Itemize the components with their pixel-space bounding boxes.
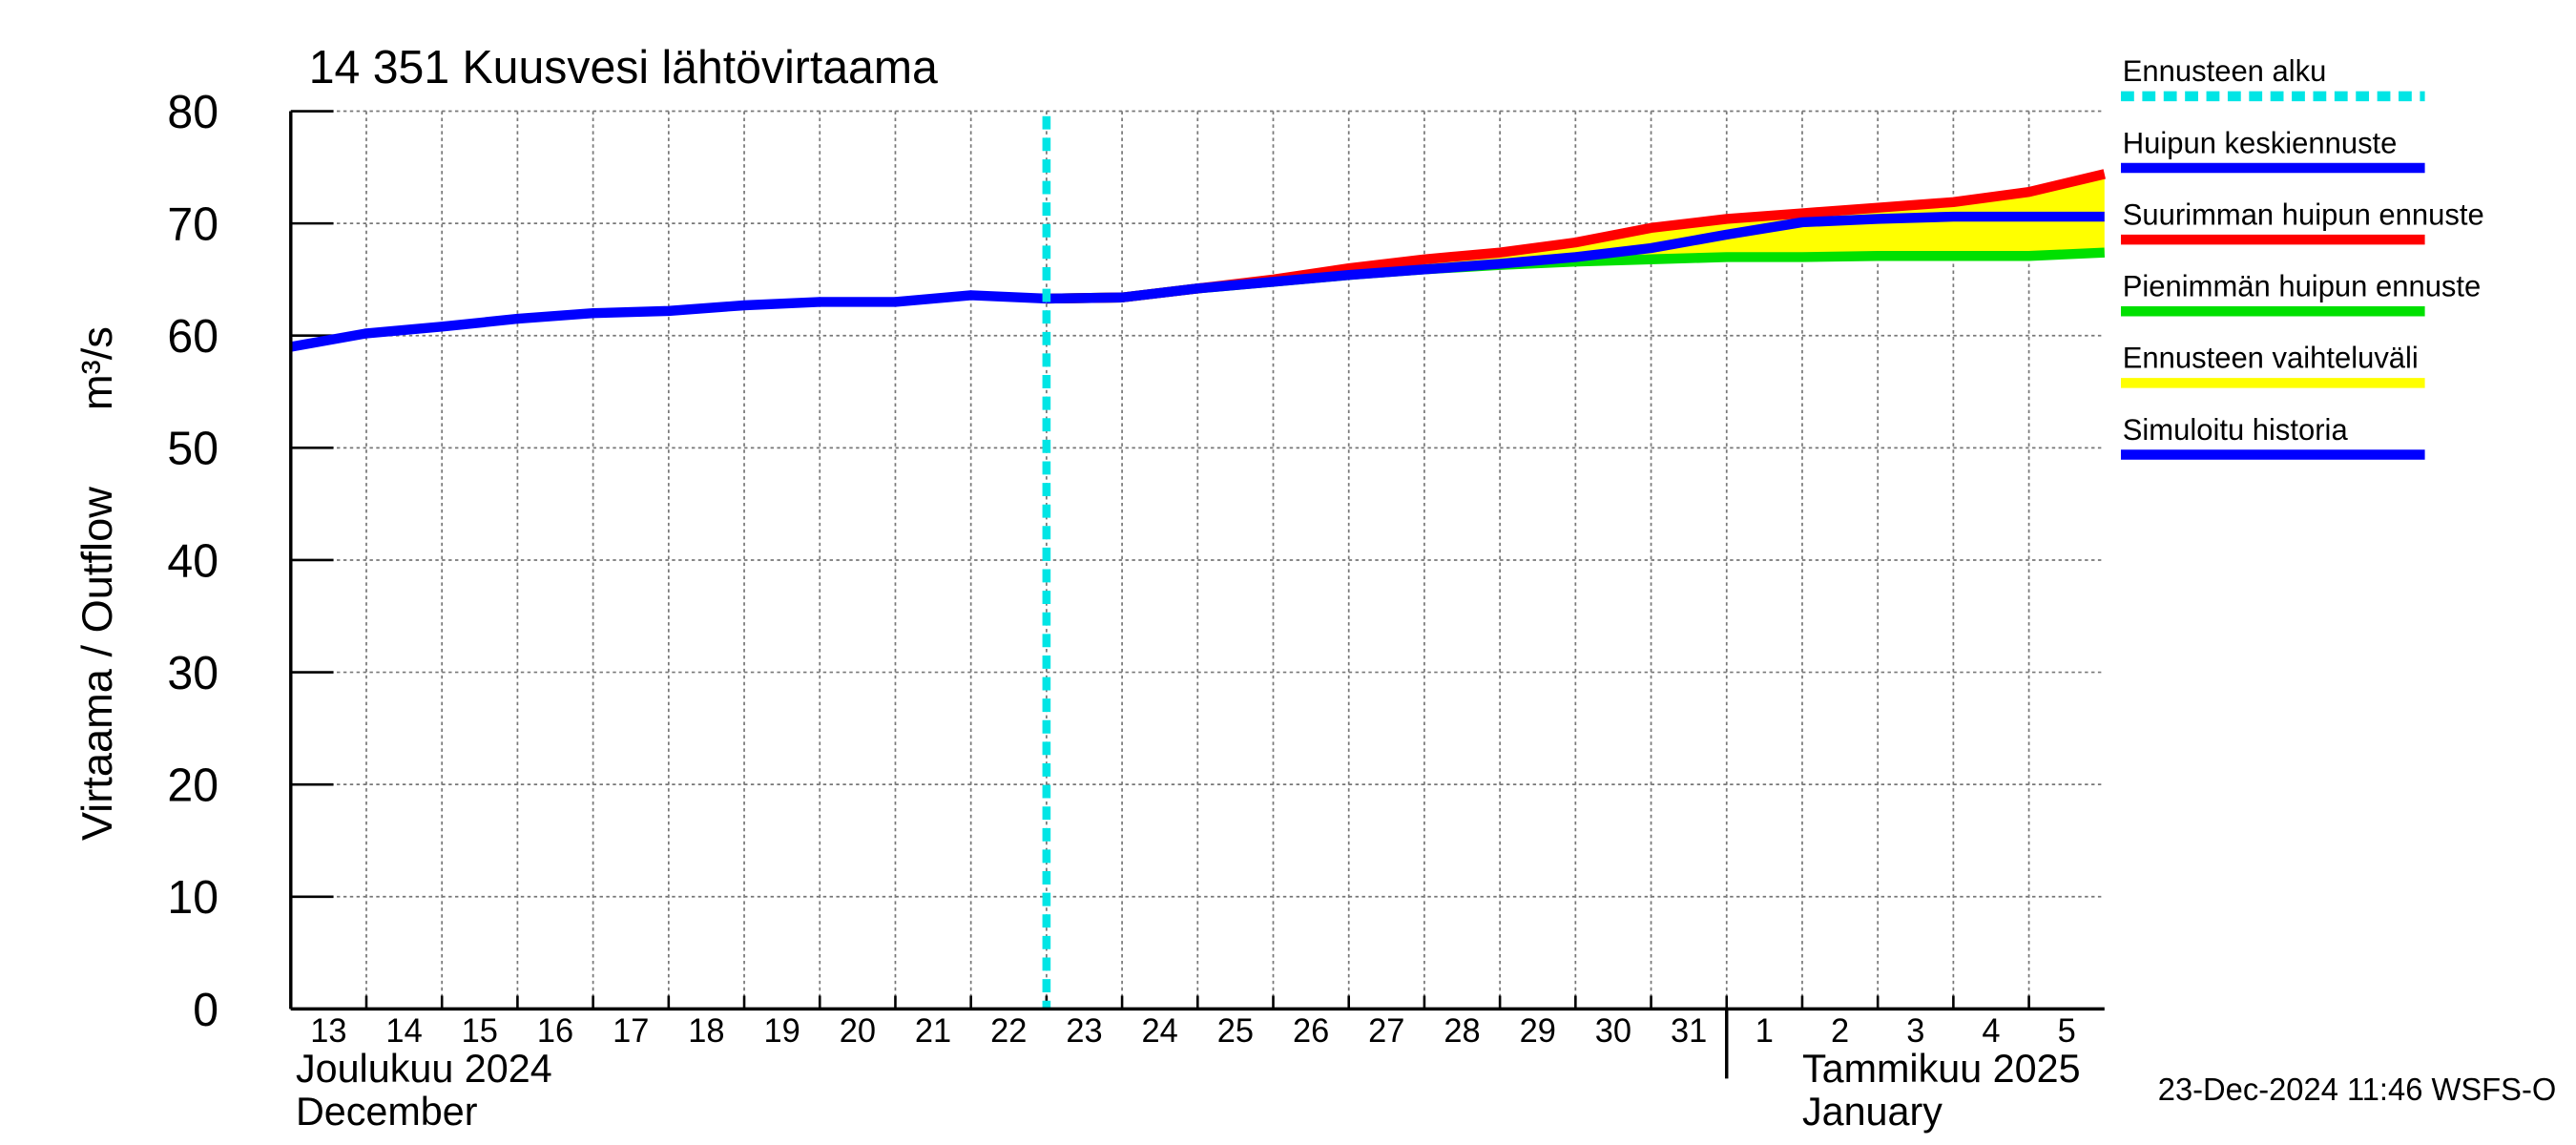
- legend-label: Ennusteen vaihteluväli: [2123, 342, 2419, 375]
- series-line: [1046, 211, 2105, 304]
- x-tick-label: 4: [1982, 1013, 2000, 1050]
- timestamp: 23-Dec-2024 11:46 WSFS-O: [2158, 1072, 2557, 1107]
- x-tick-label: 29: [1520, 1013, 1556, 1050]
- y-tick-label: 0: [193, 985, 218, 1036]
- x-tick-label: 19: [763, 1013, 800, 1050]
- x-tick-label: 31: [1671, 1013, 1707, 1050]
- legend-label: Pienimmän huipun ennuste: [2123, 269, 2482, 302]
- x-tick-label: 16: [537, 1013, 573, 1050]
- x-tick-label: 24: [1142, 1013, 1178, 1050]
- x-tick-label: 27: [1368, 1013, 1404, 1050]
- x-tick-label: 26: [1293, 1013, 1329, 1050]
- x-tick-label: 21: [915, 1013, 951, 1050]
- x-tick-label: 23: [1066, 1013, 1102, 1050]
- x-tick-label: 2: [1831, 1013, 1849, 1050]
- forecast-range: [1046, 174, 2105, 299]
- x-tick-label: 22: [990, 1013, 1027, 1050]
- y-axis-unit: m³/s: [73, 326, 121, 410]
- y-tick-label: 20: [167, 760, 218, 811]
- legend-label: Huipun keskiennuste: [2123, 126, 2398, 159]
- x-tick-label: 20: [840, 1013, 876, 1050]
- x-tick-label: 17: [613, 1013, 649, 1050]
- legend-label: Simuloitu historia: [2123, 413, 2349, 447]
- chart-title: 14 351 Kuusvesi lähtövirtaama: [309, 42, 938, 94]
- y-tick-label: 10: [167, 872, 218, 924]
- month-label: Joulukuu 2024: [296, 1046, 552, 1091]
- x-tick-label: 30: [1595, 1013, 1631, 1050]
- x-tick-label: 13: [310, 1013, 346, 1050]
- x-tick-label: 18: [688, 1013, 724, 1050]
- y-tick-label: 60: [167, 311, 218, 363]
- x-tick-label: 3: [1906, 1013, 1924, 1050]
- legend-label: Suurimman huipun ennuste: [2123, 198, 2484, 231]
- x-tick-label: 15: [462, 1013, 498, 1050]
- legend-label: Ennusteen alku: [2123, 54, 2327, 88]
- y-tick-label: 80: [167, 87, 218, 138]
- x-tick-label: 1: [1755, 1013, 1774, 1050]
- y-tick-label: 50: [167, 424, 218, 475]
- month-label-en: December: [296, 1089, 478, 1134]
- y-tick-label: 70: [167, 198, 218, 250]
- x-tick-label: 28: [1444, 1013, 1480, 1050]
- x-tick-label: 25: [1217, 1013, 1254, 1050]
- y-tick-label: 40: [167, 535, 218, 587]
- x-tick-label: 5: [2058, 1013, 2076, 1050]
- month-label-en: January: [1802, 1089, 1942, 1134]
- series-line: [289, 290, 1048, 352]
- month-label: Tammikuu 2025: [1802, 1046, 2081, 1091]
- x-tick-label: 14: [385, 1013, 422, 1050]
- y-axis-label: Virtaama / Outflow: [73, 487, 121, 842]
- y-tick-label: 30: [167, 648, 218, 699]
